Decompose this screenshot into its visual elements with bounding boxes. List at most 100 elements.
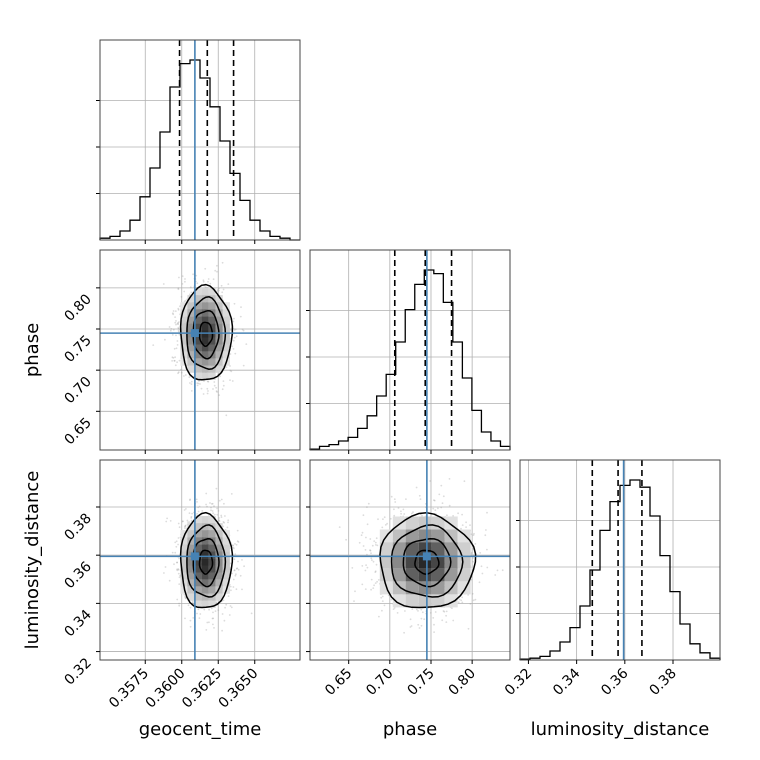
scatter-point	[181, 283, 184, 285]
y-tick-label: 0.70	[61, 374, 94, 407]
scatter-point	[176, 561, 178, 564]
density-cell	[187, 302, 195, 310]
scatter-point	[452, 515, 454, 517]
scatter-point	[190, 519, 193, 522]
x-tick-label: 0.70	[363, 666, 396, 699]
y-tick-label: 0.32	[61, 655, 94, 688]
scatter-point	[214, 269, 217, 272]
density-cell	[194, 365, 202, 373]
density-cell	[222, 551, 230, 559]
density-cell	[187, 358, 195, 366]
density-cell	[201, 565, 209, 573]
scatter-point	[403, 513, 406, 515]
scatter-point	[166, 517, 169, 520]
scatter-point	[189, 498, 192, 501]
panel-frame	[99, 459, 301, 661]
density-cell	[180, 309, 188, 317]
density-cell	[180, 544, 188, 552]
scatter-point	[366, 523, 369, 526]
density-cell	[187, 558, 195, 566]
scatter-point	[384, 524, 387, 526]
xlabel-luminosity-distance: luminosity_distance	[531, 719, 710, 740]
scatter-point	[432, 617, 435, 619]
ylabel-luminosity-distance: luminosity_distance	[22, 471, 43, 650]
density-cell	[194, 295, 202, 303]
scatter-point	[470, 551, 473, 554]
x-tick-label: 0.3575	[106, 666, 152, 712]
scatter-point	[196, 501, 198, 503]
scatter-point	[227, 521, 229, 524]
scatter-point	[214, 610, 217, 612]
scatter-point	[374, 570, 377, 573]
density-cell	[194, 530, 202, 538]
scatter-point	[198, 505, 201, 508]
scatter-point	[381, 600, 384, 602]
scatter-point	[233, 569, 236, 572]
scatter-point	[383, 604, 386, 607]
scatter-point	[220, 516, 223, 518]
density-cell	[187, 565, 195, 573]
scatter-point	[227, 283, 230, 285]
scatter-point	[180, 371, 183, 374]
scatter-point	[365, 564, 367, 566]
scatter-point	[206, 392, 209, 395]
scatter-point	[216, 391, 219, 393]
density-cell	[187, 523, 195, 531]
scatter-point	[177, 307, 180, 310]
scatter-point	[461, 601, 464, 604]
scatter-point	[197, 608, 200, 611]
scatter-point	[461, 524, 464, 526]
scatter-point	[187, 604, 190, 607]
density-cell	[194, 337, 202, 345]
scatter-point	[168, 579, 171, 582]
density-cell	[201, 544, 209, 552]
scatter-point	[429, 612, 432, 614]
scatter-point	[174, 321, 177, 324]
density-cell	[187, 323, 195, 331]
scatter-point	[375, 544, 377, 546]
scatter-point	[183, 593, 186, 596]
scatter-point	[208, 621, 210, 624]
scatter-point	[463, 480, 466, 483]
density-cell	[194, 600, 202, 608]
density-cell	[201, 537, 209, 545]
scatter-point	[235, 588, 238, 591]
density-cell	[215, 593, 223, 601]
density-cell	[194, 316, 202, 324]
scatter-point	[191, 601, 194, 604]
scatter-point	[381, 595, 384, 598]
scatter-point	[211, 510, 214, 512]
scatter-point	[420, 617, 423, 620]
density-cell	[392, 594, 406, 608]
scatter-point	[213, 381, 216, 383]
scatter-point	[213, 384, 216, 387]
y-tick-label: 0.80	[61, 291, 94, 324]
density-cell	[418, 581, 432, 595]
panel-content	[310, 460, 510, 660]
density-cell	[201, 551, 209, 559]
density-cell	[201, 316, 209, 324]
scatter-point	[361, 583, 364, 586]
scatter-point	[494, 574, 497, 576]
scatter-point	[201, 510, 204, 512]
scatter-point	[172, 313, 175, 316]
density-cell	[215, 565, 223, 573]
density-cell	[208, 302, 216, 310]
scatter-point	[390, 598, 393, 601]
panel-hist-geocent-time	[96, 39, 301, 244]
scatter-point	[373, 584, 375, 587]
density-cell	[208, 565, 216, 573]
scatter-point	[242, 329, 245, 332]
scatter-point	[213, 627, 215, 629]
scatter-point	[376, 580, 378, 583]
scatter-point	[403, 631, 405, 634]
scatter-point	[241, 588, 243, 591]
scatter-point	[205, 629, 208, 631]
density-cell	[222, 330, 230, 338]
scatter-point	[175, 545, 178, 548]
scatter-point	[199, 613, 202, 615]
scatter-point	[236, 540, 239, 543]
density-cell	[201, 372, 209, 380]
scatter-point	[190, 390, 193, 392]
density-cell	[215, 337, 223, 345]
